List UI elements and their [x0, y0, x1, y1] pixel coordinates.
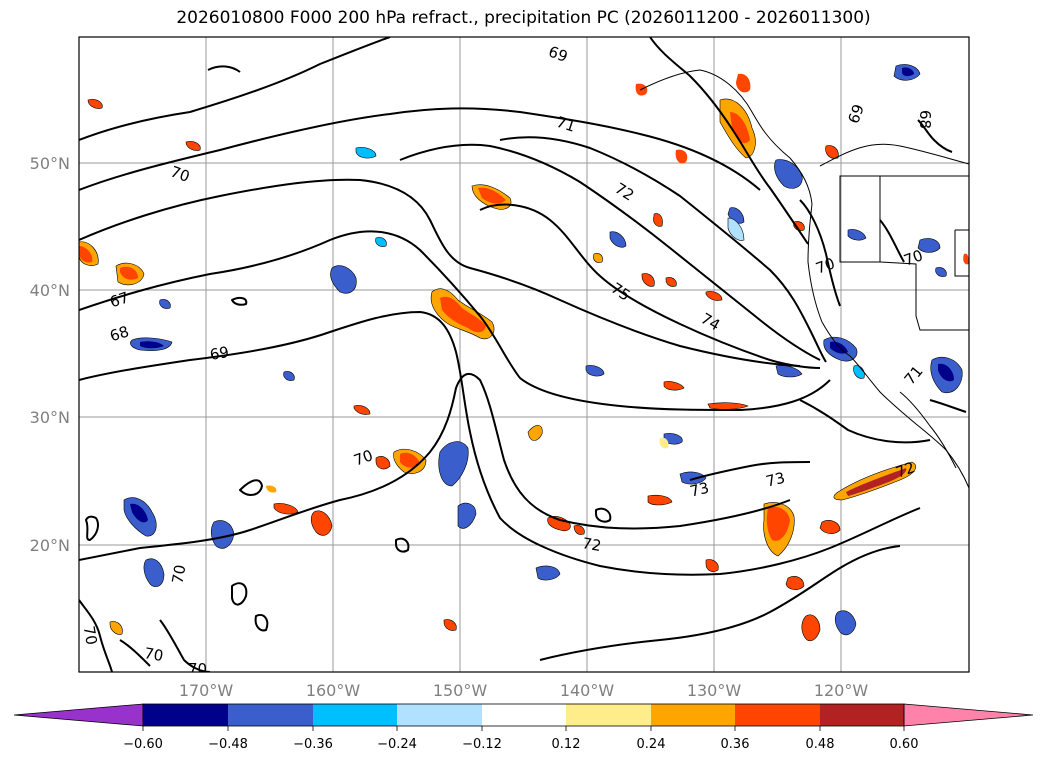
- contour-label: 72: [581, 534, 603, 555]
- contour-label: 71: [554, 113, 578, 136]
- colorbar-extend-min: [13, 703, 144, 727]
- contour-labels: 69 71 72 75 74 70 67 68 69 70 70 73 73 7…: [80, 42, 934, 678]
- latitude-labels: 50°N 40°N 30°N 20°N: [30, 154, 70, 555]
- colorbar-frame: [142, 703, 905, 727]
- colorbar-tick: −0.36: [293, 737, 333, 752]
- colorbar-extend-max: [903, 703, 1034, 727]
- map-title: 2026010800 F000 200 hPa refract., precip…: [176, 8, 871, 28]
- coastlines: [639, 69, 969, 489]
- lat-label: 50°N: [30, 154, 70, 173]
- precipitation-shading: [79, 64, 969, 642]
- contour-label: 70: [188, 660, 207, 678]
- colorbar-tick: 0.36: [721, 737, 750, 752]
- colorbar-tick: 0.48: [806, 737, 835, 752]
- lon-label: 170°W: [179, 681, 234, 700]
- colorbar-segment: [820, 704, 904, 726]
- colorbar-tick: −0.24: [377, 737, 417, 752]
- colorbar: −0.60 −0.48 −0.36 −0.24 −0.12 0.12 0.24 …: [13, 703, 1034, 752]
- colorbar-segment: [313, 704, 397, 726]
- contour-label: 73: [764, 469, 787, 491]
- lat-label: 40°N: [30, 281, 70, 300]
- contour-label: 70: [168, 563, 189, 585]
- colorbar-tick: −0.48: [208, 737, 248, 752]
- colorbar-segment: [228, 704, 313, 726]
- lon-label: 130°W: [687, 681, 742, 700]
- contour-label: 70: [351, 446, 375, 469]
- colorbar-segment: [397, 704, 482, 726]
- contour-label: 70: [143, 644, 165, 665]
- contour-label: 69: [208, 343, 230, 364]
- lat-label: 30°N: [30, 408, 70, 427]
- lon-label: 140°W: [560, 681, 615, 700]
- longitude-labels: 170°W 160°W 150°W 140°W 130°W 120°W: [179, 681, 869, 700]
- map-frame: [78, 36, 970, 673]
- contour-label: 68: [916, 110, 934, 129]
- contour-label: 73: [688, 479, 711, 501]
- colorbar-segment: [735, 704, 820, 726]
- lat-label: 20°N: [30, 536, 70, 555]
- colorbar-tick: 0.60: [890, 737, 919, 752]
- contour-label: 70: [901, 246, 925, 269]
- colorbar-tick: −0.60: [123, 737, 163, 752]
- colorbar-segment: [566, 704, 651, 726]
- refractivity-contours: [79, 37, 967, 672]
- colorbar-tick: 0.24: [637, 737, 666, 752]
- colorbar-tick: 0.12: [552, 737, 581, 752]
- contour-label: 67: [107, 288, 131, 311]
- contour-label: 70: [168, 162, 192, 185]
- contour-label: 69: [546, 42, 570, 65]
- contour-label: 68: [107, 322, 131, 345]
- contour-label: 70: [80, 624, 101, 646]
- contour-label: 72: [893, 458, 917, 481]
- contour-label: 69: [844, 102, 867, 126]
- colorbar-segment: [143, 704, 228, 726]
- lon-label: 150°W: [433, 681, 488, 700]
- colorbar-segment: [482, 704, 566, 726]
- colorbar-tick: −0.12: [462, 737, 502, 752]
- lon-label: 160°W: [306, 681, 361, 700]
- contour-label: 70: [813, 254, 837, 277]
- lon-label: 120°W: [814, 681, 869, 700]
- colorbar-segment: [651, 704, 735, 726]
